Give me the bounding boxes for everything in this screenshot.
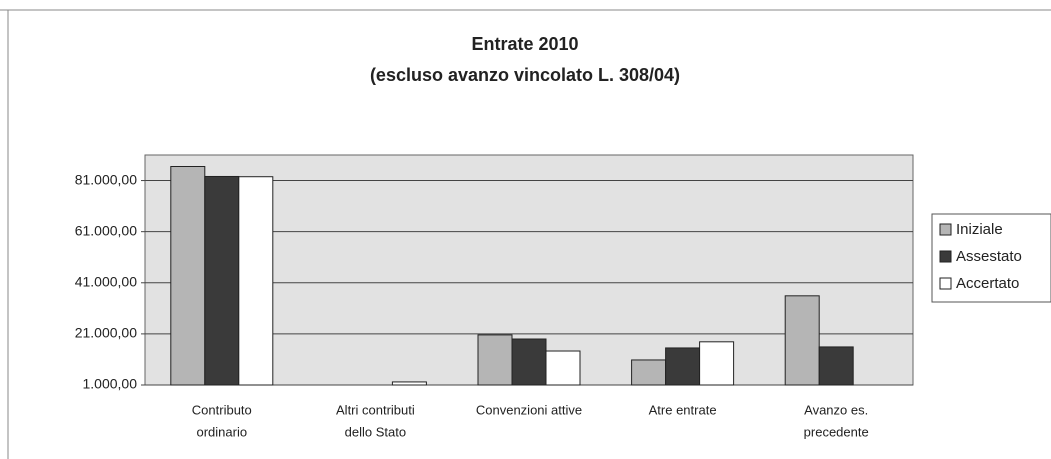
y-tick-label: 1.000,00 xyxy=(83,376,138,392)
bar xyxy=(511,338,547,386)
bar xyxy=(699,341,735,386)
bar xyxy=(665,347,701,386)
chart-title: Entrate 2010 xyxy=(471,34,578,54)
legend-marker xyxy=(939,250,952,263)
x-tick-label: Convenzioni attive xyxy=(476,402,582,417)
bar xyxy=(545,350,581,386)
bar xyxy=(391,381,427,386)
x-tick-label: Avanzo es. xyxy=(804,402,868,417)
legend-marker xyxy=(939,223,952,236)
x-tick-label: precedente xyxy=(804,424,869,439)
y-tick-label: 81.000,00 xyxy=(75,171,137,187)
y-tick-label: 21.000,00 xyxy=(75,325,137,341)
bar xyxy=(784,295,820,386)
legend-label: Assestato xyxy=(956,248,1022,265)
bar xyxy=(631,359,667,386)
y-tick-label: 41.000,00 xyxy=(75,273,137,289)
x-tick-label: Atre entrate xyxy=(649,402,717,417)
legend-label: Iniziale xyxy=(956,221,1003,238)
bar xyxy=(238,176,274,386)
bar xyxy=(170,166,206,386)
x-tick-label: Contributo xyxy=(192,402,252,417)
legend-marker xyxy=(939,277,952,290)
bar xyxy=(818,346,854,386)
chart-subtitle: (escluso avanzo vincolato L. 308/04) xyxy=(370,65,680,85)
x-tick-label: dello Stato xyxy=(345,424,406,439)
legend-box xyxy=(931,213,1051,303)
legend-label: Accertato xyxy=(956,275,1019,292)
x-tick-label: Altri contributi xyxy=(336,402,415,417)
bar xyxy=(204,175,240,386)
x-tick-label: ordinario xyxy=(197,424,248,439)
y-tick-label: 61.000,00 xyxy=(75,222,137,238)
bar xyxy=(477,334,513,386)
